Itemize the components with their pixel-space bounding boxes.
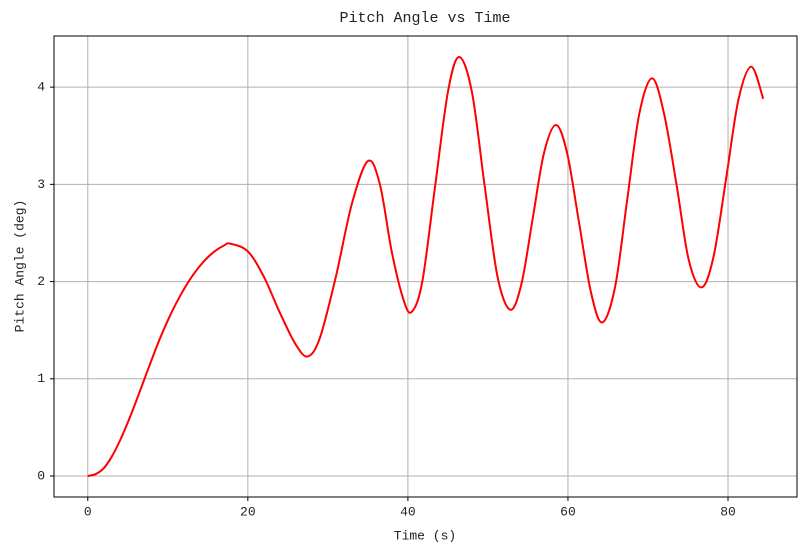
x-tick-label: 0 [84,504,92,519]
y-tick-label: 0 [37,468,45,483]
chart-title: Pitch Angle vs Time [339,10,510,27]
x-tick-label: 80 [720,504,736,519]
y-tick-label: 1 [37,371,45,386]
y-tick-label: 4 [37,80,45,95]
y-tick-label: 2 [37,274,45,289]
data-line [87,55,765,477]
x-tick-label: 40 [400,504,416,519]
plot-frame [53,35,798,498]
x-tick-label: 20 [240,504,256,519]
x-axis-label: Time (s) [394,528,456,543]
y-axis-label: Pitch Angle (deg) [12,200,27,333]
y-tick-label: 3 [37,177,45,192]
x-tick-label: 60 [560,504,576,519]
